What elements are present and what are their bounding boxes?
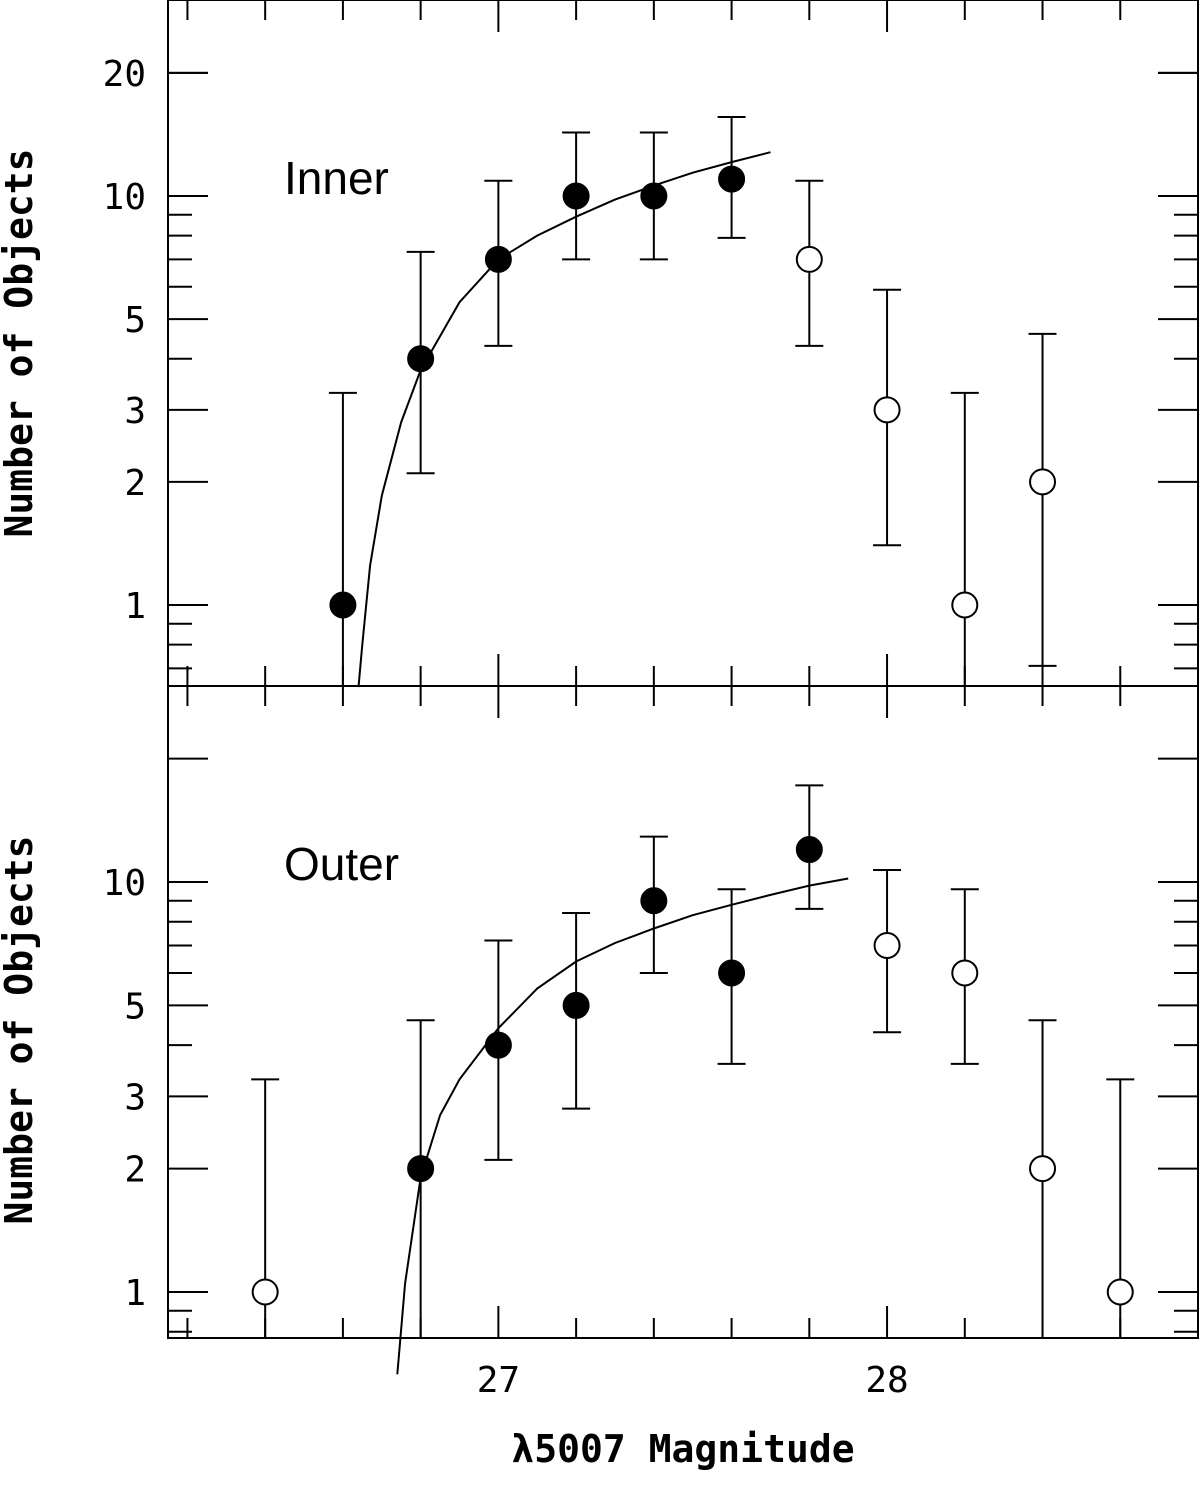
outer-xtick-labels: 27 28 <box>477 1360 909 1401</box>
inner-panel-label: Inner <box>284 152 389 204</box>
outer-panel-label: Outer <box>284 838 399 890</box>
filled-marker <box>484 1031 512 1059</box>
filled-data-point <box>328 391 357 686</box>
open-marker <box>795 245 823 273</box>
filled-data-point <box>562 912 591 1110</box>
y-tick-label: 5 <box>124 300 146 341</box>
outer-ytick-labels: 1 2 3 5 10 <box>103 863 146 1314</box>
open-data-point <box>950 888 979 1065</box>
open-marker <box>1029 1155 1057 1183</box>
outer-plot-frame <box>167 685 1199 1339</box>
open-data-point <box>1106 1078 1135 1338</box>
filled-data-point <box>795 784 824 910</box>
open-marker <box>873 932 901 960</box>
filled-marker <box>562 182 590 210</box>
open-marker <box>951 959 979 987</box>
inner-ytick-labels: 1 2 3 5 10 20 <box>103 54 146 627</box>
open-data-point <box>795 179 824 347</box>
filled-marker <box>407 1155 435 1183</box>
outer-data-points <box>251 784 1135 1338</box>
y-tick-label: 20 <box>103 54 146 95</box>
filled-marker <box>640 182 668 210</box>
open-data-point <box>1028 1019 1057 1338</box>
open-data-point <box>1028 332 1057 667</box>
inner-data-points <box>328 116 1057 686</box>
y-tick-label: 3 <box>124 1077 146 1118</box>
y-tick-label: 10 <box>103 863 146 904</box>
filled-data-point <box>717 888 746 1065</box>
open-marker <box>251 1278 279 1306</box>
outer-fit-curve <box>396 877 849 1375</box>
open-data-point <box>873 288 902 547</box>
y-tick-label: 2 <box>124 463 146 504</box>
filled-data-point <box>406 250 435 475</box>
x-tick-label: 27 <box>477 1360 520 1401</box>
filled-marker <box>562 991 590 1019</box>
open-marker <box>1106 1278 1134 1306</box>
outer-panel: 1 2 3 5 10 27 28 Number of Objects Outer λ500… <box>0 685 1199 1471</box>
y-tick-label: 2 <box>124 1150 146 1191</box>
filled-marker <box>718 959 746 987</box>
open-data-point <box>873 868 902 1034</box>
filled-data-point <box>484 939 513 1161</box>
inner-y-axis-title: Number of Objects <box>0 149 41 538</box>
inner-panel: 1 2 3 5 10 20 Number of Objects Inner <box>0 0 1199 688</box>
filled-data-point <box>562 131 591 261</box>
outer-y-axis-title: Number of Objects <box>0 836 41 1225</box>
filled-marker <box>407 345 435 373</box>
y-tick-label: 1 <box>124 586 146 627</box>
y-tick-label: 5 <box>124 986 146 1027</box>
y-tick-label: 3 <box>124 391 146 432</box>
y-tick-label: 10 <box>103 177 146 218</box>
filled-data-point <box>639 835 668 974</box>
filled-marker <box>329 591 357 619</box>
filled-marker <box>795 836 823 864</box>
open-marker <box>873 396 901 424</box>
filled-data-point <box>406 1019 435 1338</box>
filled-marker <box>718 165 746 193</box>
filled-data-point <box>484 179 513 347</box>
filled-data-point <box>717 116 746 239</box>
open-data-point <box>950 391 979 686</box>
open-data-point <box>251 1078 280 1338</box>
filled-data-point <box>639 131 668 261</box>
outer-tick-marks <box>168 686 1199 1338</box>
filled-marker <box>484 245 512 273</box>
open-marker <box>1029 468 1057 496</box>
x-axis-title: λ5007 Magnitude <box>511 1427 854 1471</box>
x-tick-label: 28 <box>865 1360 908 1401</box>
filled-marker <box>640 887 668 915</box>
y-tick-label: 1 <box>124 1273 146 1314</box>
open-marker <box>951 591 979 619</box>
